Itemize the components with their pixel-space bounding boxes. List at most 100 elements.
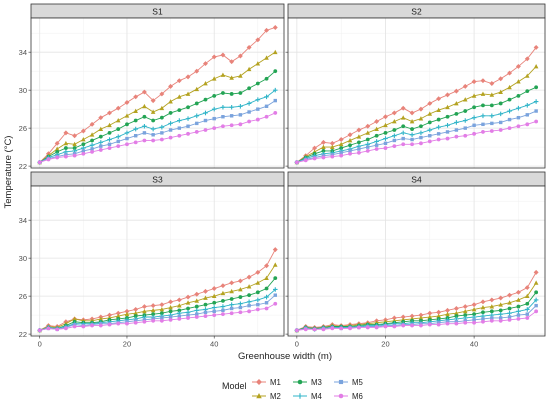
data-point [159,302,165,308]
data-point [159,105,165,111]
data-point [133,306,139,312]
data-point [516,105,521,111]
data-point [436,309,442,315]
data-point [383,146,388,150]
data-point [229,114,234,118]
data-point [133,314,138,318]
series-line [296,310,537,331]
data-point [507,84,512,90]
data-point [348,326,352,331]
data-point [427,314,433,319]
data-point [159,124,165,130]
data-point [525,122,530,127]
data-point [489,318,494,323]
data-point [141,89,147,95]
legend-label: M2 [270,392,281,401]
data-point [168,309,173,314]
data-point [507,108,512,114]
data-point [409,132,415,138]
legend-label: M6 [352,392,363,401]
data-point [142,123,147,129]
data-point [160,131,164,135]
data-point [427,127,433,133]
data-point [490,316,494,320]
data-point [185,300,191,305]
data-point [212,313,217,318]
data-point [90,138,94,143]
data-point [480,305,486,310]
data-point [37,328,42,333]
data-point [339,153,344,158]
data-point [142,103,147,109]
data-point [454,120,459,125]
data-point [264,294,269,300]
data-point [168,135,173,140]
data-point [246,274,252,280]
data-point [392,133,397,139]
data-point [365,130,371,135]
legend-key-marker [297,393,303,399]
data-point [356,150,361,155]
data-point [436,124,441,130]
data-point [454,321,459,326]
data-point [418,130,424,136]
data-point [150,98,156,104]
data-point [410,137,414,142]
data-point [471,79,477,85]
series-line [296,272,537,331]
data-point [116,321,121,326]
data-point [374,126,379,131]
data-point [238,295,243,299]
data-point [195,312,199,316]
data-point [194,113,200,119]
data-point [176,78,182,84]
data-point [229,75,234,80]
data-point [177,317,182,321]
data-point [427,322,432,327]
data-point [330,144,335,150]
data-point [489,113,495,119]
data-point [490,121,494,126]
series-line [296,66,537,163]
legend-item-m2: M2 [252,392,281,401]
series-line [296,101,537,163]
y-tick-label: 30 [19,254,27,263]
panel-title: S2 [411,7,422,17]
data-point [211,305,217,310]
data-point [409,119,415,124]
data-point [507,70,513,76]
data-point [401,142,406,147]
data-point [246,284,252,289]
data-point [463,320,468,325]
data-point [220,304,226,309]
data-point [383,122,388,128]
legend-key-marker [256,393,262,399]
data-point [348,143,352,148]
data-point [255,280,261,285]
data-point [383,136,388,141]
data-point [471,306,477,312]
data-point [374,139,379,144]
data-point [46,326,51,331]
data-point [374,325,379,330]
series-line [296,121,537,163]
data-point [159,318,164,323]
data-point [203,61,208,67]
data-point [220,72,226,77]
data-point [255,290,260,295]
data-point [445,130,450,134]
data-point [400,130,406,136]
data-point [186,313,190,317]
data-point [150,303,156,309]
data-point [321,155,326,160]
data-point [142,138,147,143]
data-point [272,247,278,253]
series-m1 [37,25,278,165]
data-point [98,134,103,139]
data-point [480,299,486,305]
data-point [116,144,121,149]
series-line [39,277,276,331]
data-point [256,107,260,111]
data-point [339,146,344,150]
